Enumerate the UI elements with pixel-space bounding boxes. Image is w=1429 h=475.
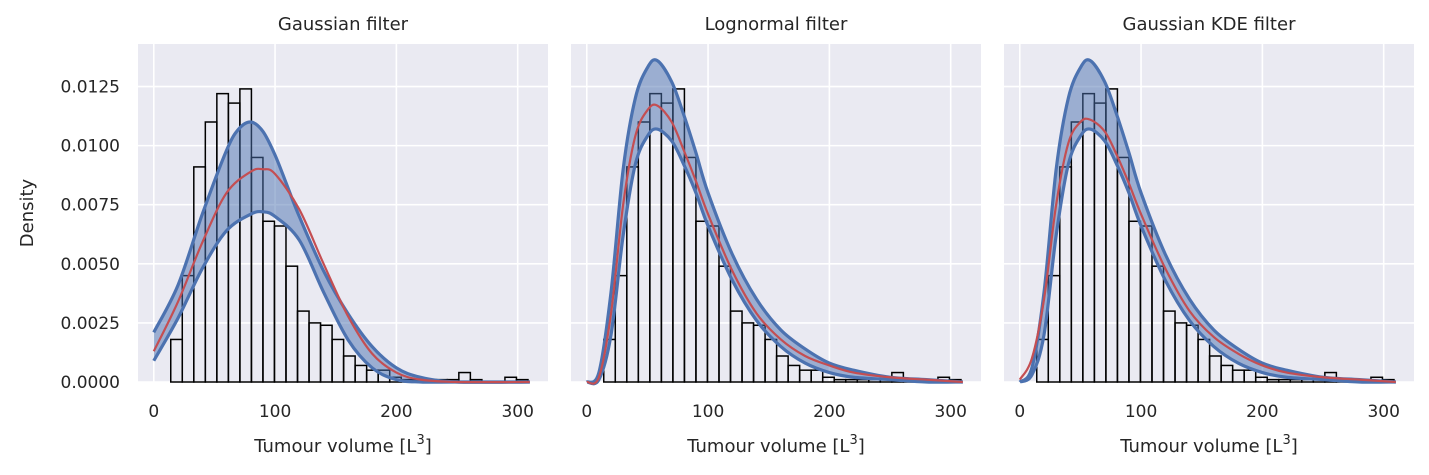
- mean-curve: [586, 103, 963, 385]
- histogram-bar: [1243, 369, 1257, 383]
- confidence-band: [1019, 59, 1396, 383]
- y-tick-label: 0.0050: [61, 255, 120, 275]
- x-tick-label: 200: [1246, 402, 1278, 422]
- y-axis-label: Density: [17, 178, 38, 247]
- upper-curve: [585, 58, 963, 384]
- x-tick-label: 100: [1125, 402, 1157, 422]
- y-tick-label: 0.0125: [61, 78, 120, 98]
- panel-title: Gaussian KDE filter: [1123, 14, 1297, 35]
- lower-curve: [586, 127, 963, 386]
- panel-3: Gaussian KDE filter 0 100 200 300 Tumour volu…: [1004, 14, 1414, 457]
- panel-title: Gaussian filter: [278, 14, 409, 35]
- lower-curve: [152, 209, 530, 384]
- mean-curve: [1018, 117, 1396, 384]
- x-axis-label: Tumour volume [L3]: [686, 433, 865, 457]
- y-tick-label: 0.0000: [61, 373, 120, 393]
- x-tick-label: 0: [581, 402, 592, 422]
- panels: Gaussian filter 0 100 200 300 Tumour volume […: [17, 14, 1414, 457]
- mean-curve: [152, 167, 530, 384]
- x-tick-label: 0: [1014, 402, 1025, 422]
- x-tick-label: 100: [692, 402, 724, 422]
- y-tick-label: 0.0025: [61, 314, 120, 334]
- x-tick-label: 0: [148, 402, 159, 422]
- panel-2: Lognormal filter 0 100 200 300 Tumour volume …: [571, 14, 981, 457]
- upper-curve: [152, 120, 530, 384]
- x-axis-label: Tumour volume [L3]: [253, 433, 432, 457]
- x-tick-label: 200: [380, 402, 412, 422]
- x-axis-label: Tumour volume [L3]: [1119, 433, 1298, 457]
- x-tick-label: 300: [934, 402, 966, 422]
- lower-curve: [1018, 127, 1396, 384]
- confidence-band: [153, 121, 530, 383]
- panel-title: Lognormal filter: [705, 14, 848, 35]
- upper-curve: [1018, 58, 1396, 384]
- x-tick-label: 300: [501, 402, 533, 422]
- y-tick-label: 0.0075: [61, 196, 120, 216]
- x-tick-label: 100: [259, 402, 291, 422]
- panel-1: Gaussian filter 0 100 200 300 Tumour volume […: [17, 14, 548, 457]
- x-tick-label: 200: [813, 402, 845, 422]
- x-tick-label: 300: [1367, 402, 1399, 422]
- y-tick-label: 0.0100: [61, 137, 120, 157]
- histogram-bar: [810, 369, 824, 383]
